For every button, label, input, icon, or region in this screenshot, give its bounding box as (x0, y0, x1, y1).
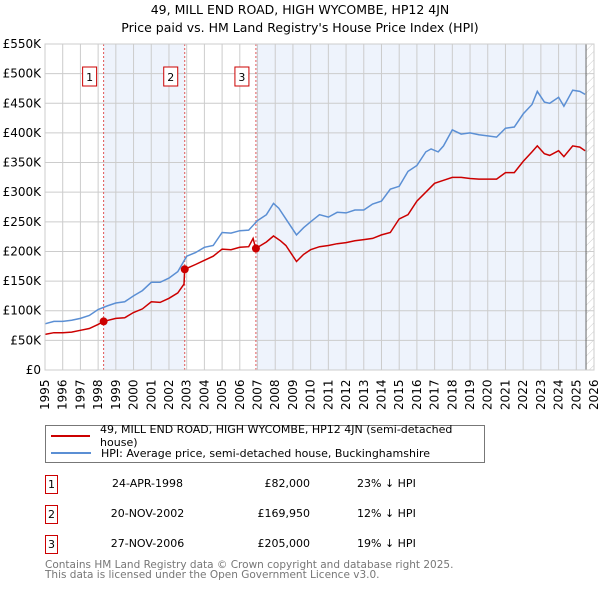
x-tick-label: 2014 (374, 379, 388, 410)
x-tick-label: 2001 (144, 379, 158, 410)
chart-subtitle: Price paid vs. HM Land Registry's House … (121, 20, 479, 35)
price-chart: £0 £50K £100K £150K £200K £250K £300K £350K £400… (3, 37, 600, 410)
x-tick-label: 2024 (552, 379, 566, 410)
sale-price: £205,000 (257, 537, 311, 550)
sale-marker-label: 3 (238, 71, 245, 84)
sale-price: £82,000 (264, 477, 311, 490)
x-tick-label: 2013 (357, 379, 371, 410)
sale-hpi-diff: 23% ↓ HPI (357, 477, 416, 490)
x-tick-label: 2022 (516, 379, 530, 410)
x-tick-label: 1997 (73, 379, 87, 410)
sale-marker-box: 3 (45, 535, 58, 554)
y-tick-label: £350K (3, 156, 43, 170)
shaded-period (103, 44, 185, 370)
sale-hpi-diff: 12% ↓ HPI (357, 507, 416, 520)
x-tick-label: 1998 (91, 379, 105, 410)
legend: 49, MILL END ROAD, HIGH WYCOMBE, HP12 4J… (45, 423, 485, 463)
sale-price: £169,950 (257, 507, 311, 520)
x-tick-label: 2025 (569, 379, 583, 410)
x-tick-label: 2021 (498, 379, 512, 410)
x-tick-label: 2006 (233, 379, 247, 410)
plot-frame (44, 43, 595, 371)
chart-title: 49, MILL END ROAD, HIGH WYCOMBE, HP12 4J… (150, 2, 450, 17)
series-line (44, 144, 586, 336)
y-tick-label: £450K (3, 96, 43, 110)
sale-date: 20-NOV-2002 (110, 507, 185, 520)
x-tick-label: 2000 (127, 379, 141, 410)
y-tick-label: £400K (3, 126, 43, 140)
x-tick-label: 2017 (428, 379, 442, 410)
table-row: 2 20-NOV-2002 £169,950 12% ↓ HPI (45, 505, 545, 525)
x-tick-label: 1999 (109, 379, 123, 410)
sale-hpi-diff: 19% ↓ HPI (357, 537, 416, 550)
footer-licence: This data is licensed under the Open Gov… (45, 569, 380, 581)
legend-item-property: 49, MILL END ROAD, HIGH WYCOMBE, HP12 4J… (51, 423, 484, 449)
x-tick-label: 2003 (180, 379, 194, 410)
x-tick-label: 1996 (56, 379, 70, 410)
sale-point (99, 317, 108, 326)
x-tick-label: 2019 (463, 379, 477, 410)
sale-date: 27-NOV-2006 (110, 537, 185, 550)
x-tick-label: 2002 (162, 379, 176, 410)
footer-copyright: Contains HM Land Registry data © Crown c… (45, 559, 454, 571)
sale-marker-box: 1 (45, 475, 58, 494)
legend-label: HPI: Average price, semi-detached house,… (101, 446, 431, 460)
x-tick-label: 2012 (339, 379, 353, 410)
x-tick-label: 2018 (445, 379, 459, 410)
x-tick-label: 2007 (251, 379, 265, 410)
y-tick-label: £250K (3, 215, 43, 229)
x-tick-label: 2004 (197, 379, 211, 410)
legend-item-hpi: HPI: Average price, semi-detached house,… (51, 445, 430, 461)
table-row: 1 24-APR-1998 £82,000 23% ↓ HPI (45, 475, 545, 495)
sale-marker-label: 2 (167, 71, 174, 84)
y-tick-label: £100K (3, 304, 43, 318)
y-tick-label: £500K (3, 67, 43, 81)
x-tick-label: 2008 (268, 379, 282, 410)
y-tick-label: £0 (26, 363, 41, 377)
sale-marker-label: 1 (86, 71, 93, 84)
x-tick-label: 2015 (392, 379, 406, 410)
x-tick-label: 2026 (587, 379, 600, 410)
sale-marker-box: 2 (45, 505, 58, 524)
sale-point (251, 244, 260, 253)
y-tick-label: £200K (3, 244, 43, 258)
y-tick-label: £550K (3, 37, 43, 51)
forecast-hatch (586, 44, 594, 370)
x-tick-label: 2023 (534, 379, 548, 410)
legend-swatch-red (51, 435, 91, 437)
table-row: 3 27-NOV-2006 £205,000 19% ↓ HPI (45, 535, 545, 555)
sale-marker-box (234, 66, 250, 87)
legend-label: 49, MILL END ROAD, HIGH WYCOMBE, HP12 4J… (100, 423, 453, 449)
x-tick-label: 1995 (38, 379, 52, 410)
x-tick-label: 2005 (215, 379, 229, 410)
legend-swatch-blue (51, 452, 91, 454)
x-tick-label: 2009 (286, 379, 300, 410)
sale-point (180, 265, 189, 274)
x-tick-label: 2010 (304, 379, 318, 410)
sale-marker-box (163, 66, 179, 87)
x-tick-label: 2016 (410, 379, 424, 410)
y-tick-label: £300K (3, 185, 43, 199)
sale-marker-box (82, 66, 98, 87)
x-tick-label: 2020 (481, 379, 495, 410)
series-line (44, 89, 586, 325)
y-tick-label: £150K (3, 274, 43, 288)
sale-date: 24-APR-1998 (111, 477, 184, 490)
y-tick-label: £50K (10, 333, 42, 347)
x-tick-label: 2011 (321, 379, 335, 410)
